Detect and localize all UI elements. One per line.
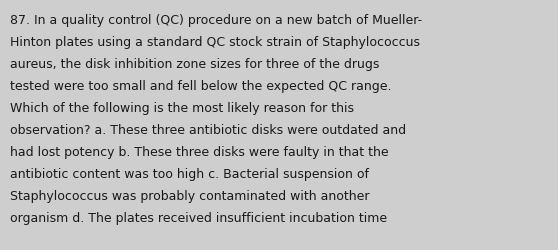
Text: antibiotic content was too high c. Bacterial suspension of: antibiotic content was too high c. Bacte…: [10, 167, 369, 180]
Text: Which of the following is the most likely reason for this: Which of the following is the most likel…: [10, 102, 354, 114]
Text: tested were too small and fell below the expected QC range.: tested were too small and fell below the…: [10, 80, 392, 93]
Text: had lost potency b. These three disks were faulty in that the: had lost potency b. These three disks we…: [10, 146, 388, 158]
Text: aureus, the disk inhibition zone sizes for three of the drugs: aureus, the disk inhibition zone sizes f…: [10, 58, 379, 71]
Text: observation? a. These three antibiotic disks were outdated and: observation? a. These three antibiotic d…: [10, 124, 406, 136]
Text: Staphylococcus was probably contaminated with another: Staphylococcus was probably contaminated…: [10, 189, 369, 202]
Text: Hinton plates using a standard QC stock strain of Staphylococcus: Hinton plates using a standard QC stock …: [10, 36, 420, 49]
Text: 87. In a quality control (QC) procedure on a new batch of Mueller-: 87. In a quality control (QC) procedure …: [10, 14, 422, 27]
Text: organism d. The plates received insufficient incubation time: organism d. The plates received insuffic…: [10, 211, 387, 224]
